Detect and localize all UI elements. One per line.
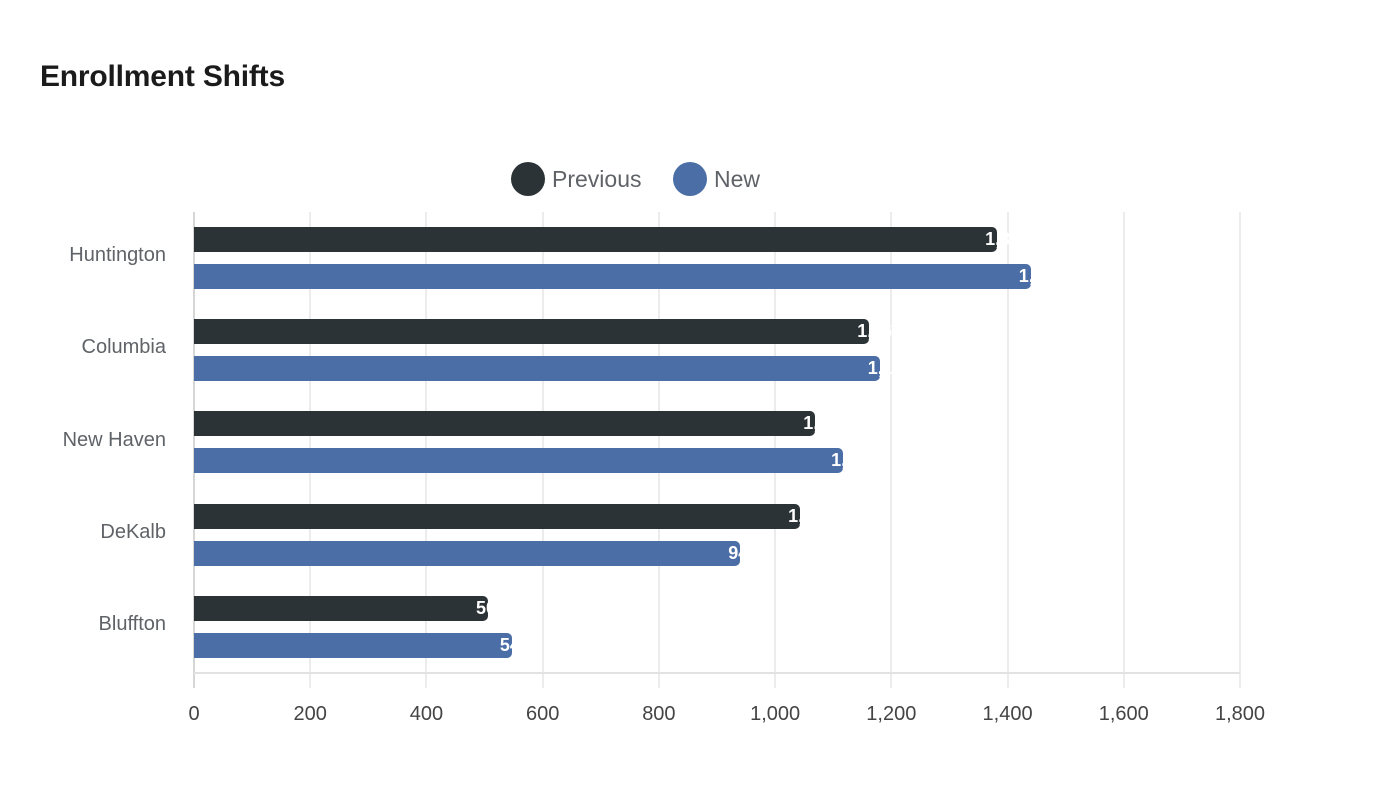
bar-previous-bluffton[interactable]: [194, 595, 489, 621]
legend-swatch-new-icon: [673, 162, 707, 196]
y-category-label: DeKalb: [100, 520, 166, 543]
x-tick-label: 600: [525, 703, 560, 725]
plot-area: 1,382 1,440 1,162 1,180 1,069 1,117 1,043 940 50…: [193, 212, 1241, 688]
y-category-label: Huntington: [69, 244, 166, 267]
bar-previous-columbia[interactable]: [194, 319, 870, 345]
gridline: [890, 212, 893, 688]
legend-label-new: New: [714, 165, 761, 192]
bar-value-label: 1,069: [803, 413, 849, 434]
x-axis-line: [194, 672, 1240, 674]
bar-new-dekalb[interactable]: [194, 540, 741, 566]
bar-value-label: 1,117: [831, 450, 876, 471]
x-tick-label: 1,400: [982, 703, 1033, 725]
bar-value-label: 940: [728, 542, 759, 563]
bar-value-label: 1,180: [867, 358, 913, 379]
legend-swatch-previous-icon: [511, 162, 545, 196]
bar-value-label: 1,043: [788, 505, 834, 526]
gridline: [1239, 212, 1241, 688]
gridline: [1006, 212, 1009, 688]
bar-value-label: 1,440: [1018, 266, 1064, 286]
legend-item-previous[interactable]: Previous: [511, 162, 641, 196]
x-tick-label: 200: [293, 703, 327, 725]
x-tick-label: 400: [409, 703, 444, 725]
bar-value-label: 1,162: [857, 321, 903, 342]
chart-title: Enrollment Shifts: [40, 60, 285, 93]
legend-item-new[interactable]: New: [673, 162, 760, 196]
bar-new-huntington[interactable]: [194, 264, 1031, 289]
bar-new-bluffton[interactable]: [194, 632, 512, 658]
x-tick-label: 1,000: [750, 703, 801, 725]
x-tick-label: 1,600: [1098, 703, 1149, 725]
bar-new-columbia[interactable]: [194, 356, 880, 382]
bar-value-label: 1,382: [985, 229, 1031, 249]
x-tick-label: 0: [188, 703, 200, 725]
x-tick-label: 1,800: [1214, 703, 1266, 725]
x-tick-label: 1,200: [866, 703, 917, 725]
legend-label-previous: Previous: [552, 165, 642, 192]
bar-new-new-haven[interactable]: [194, 448, 844, 474]
y-category-label: New Haven: [62, 428, 166, 451]
y-category-label: Bluffton: [98, 612, 166, 635]
bar-previous-dekalb[interactable]: [194, 503, 801, 529]
y-category-label: Columbia: [81, 336, 166, 359]
gridline: [1122, 212, 1125, 688]
x-tick-label: 800: [642, 703, 676, 725]
legend: Previous New: [0, 162, 1400, 198]
bar-previous-new-haven[interactable]: [194, 411, 816, 437]
bar-value-label: 547: [499, 634, 530, 655]
bar-previous-huntington[interactable]: [194, 227, 998, 252]
bar-value-label: 506: [476, 597, 507, 618]
